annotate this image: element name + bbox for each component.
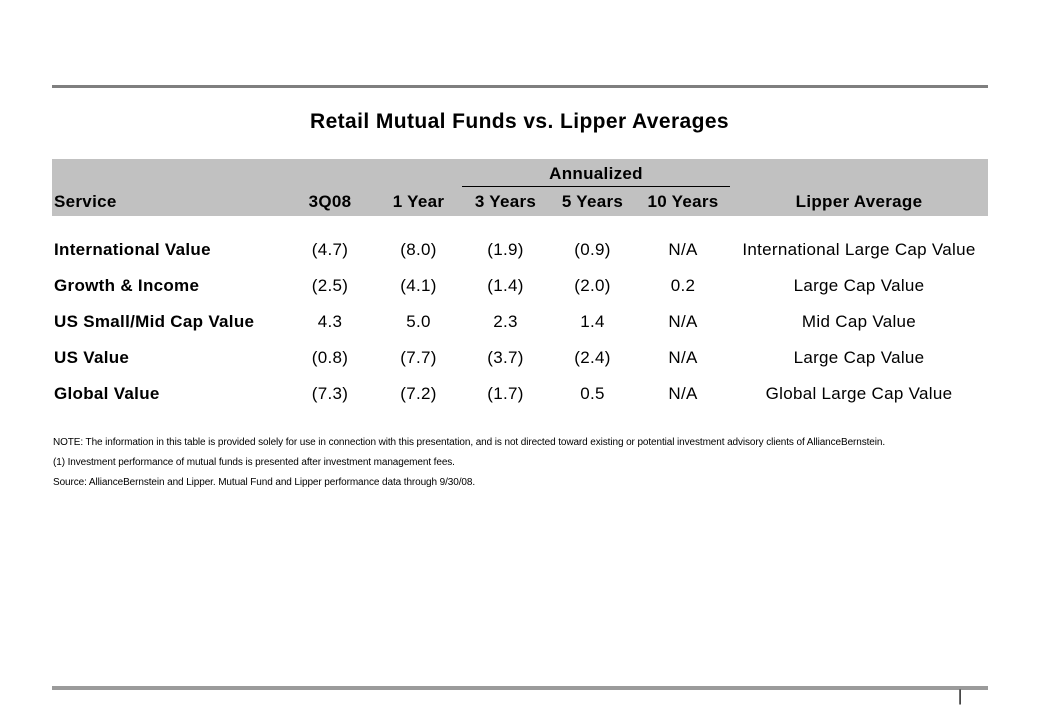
column-header-5-years: 5 Years bbox=[561, 191, 624, 211]
value-3-years: (3.7) bbox=[487, 348, 524, 367]
bottom-divider-rule bbox=[52, 686, 988, 690]
table-header-band: Annualized Service 3Q08 1 Year 3 Years 5… bbox=[52, 159, 988, 216]
table-row: Growth & Income (2.5) (4.1) (1.4) (2.0) … bbox=[52, 268, 988, 304]
value-3q08: (4.7) bbox=[311, 240, 349, 259]
footnote-source: Source: AllianceBernstein and Lipper. Mu… bbox=[53, 477, 475, 488]
value-5-years: 0.5 bbox=[580, 384, 605, 403]
value-3-years: (1.4) bbox=[487, 276, 524, 295]
slide-title: Retail Mutual Funds vs. Lipper Averages bbox=[310, 110, 729, 133]
table-row: Global Value (7.3) (7.2) (1.7) 0.5 N/A G… bbox=[52, 376, 988, 412]
lipper-average-label: Large Cap Value bbox=[793, 276, 925, 295]
value-3q08: 4.3 bbox=[317, 312, 343, 331]
column-header-1-year: 1 Year bbox=[392, 191, 445, 211]
value-10-years: N/A bbox=[668, 384, 698, 403]
value-5-years: (0.9) bbox=[574, 240, 611, 259]
lipper-average-label: Large Cap Value bbox=[793, 348, 925, 367]
service-label: US Value bbox=[54, 348, 130, 367]
table-row: US Small/Mid Cap Value 4.3 5.0 2.3 1.4 N… bbox=[52, 304, 988, 340]
value-10-years: N/A bbox=[668, 240, 698, 259]
top-divider-rule bbox=[52, 85, 988, 88]
footnote-1: (1) Investment performance of mutual fun… bbox=[53, 457, 455, 468]
value-3-years: (1.7) bbox=[487, 384, 524, 403]
lipper-average-label: Mid Cap Value bbox=[801, 312, 917, 331]
column-header-lipper-average: Lipper Average bbox=[795, 191, 923, 211]
value-1-year: (7.7) bbox=[400, 348, 437, 367]
column-header-3q08: 3Q08 bbox=[308, 191, 352, 211]
value-5-years: (2.0) bbox=[574, 276, 611, 295]
footnotes: NOTE: The information in this table is p… bbox=[53, 437, 885, 497]
value-1-year: 5.0 bbox=[406, 312, 431, 331]
value-1-year: (8.0) bbox=[400, 240, 437, 259]
value-3-years: 2.3 bbox=[493, 312, 518, 331]
column-header-10-years: 10 Years bbox=[647, 191, 719, 211]
column-header-service: Service bbox=[54, 191, 117, 211]
value-10-years: 0.2 bbox=[670, 276, 696, 295]
footnote-note: NOTE: The information in this table is p… bbox=[53, 437, 886, 448]
lipper-average-label: Global Large Cap Value bbox=[765, 384, 953, 403]
service-label: Global Value bbox=[54, 384, 160, 403]
column-header-3-years: 3 Years bbox=[474, 191, 537, 211]
value-5-years: (2.4) bbox=[574, 348, 611, 367]
value-3q08: (2.5) bbox=[311, 276, 349, 295]
value-3-years: (1.9) bbox=[487, 240, 524, 259]
value-3q08: (0.8) bbox=[311, 348, 349, 367]
service-label: International Value bbox=[54, 240, 211, 259]
value-3q08: (7.3) bbox=[311, 384, 349, 403]
service-label: Growth & Income bbox=[54, 276, 200, 295]
value-1-year: (4.1) bbox=[400, 276, 437, 295]
lipper-average-label: International Large Cap Value bbox=[742, 240, 976, 259]
value-10-years: N/A bbox=[668, 348, 698, 367]
value-1-year: (7.2) bbox=[400, 384, 437, 403]
value-5-years: 1.4 bbox=[580, 312, 605, 331]
value-10-years: N/A bbox=[668, 312, 698, 331]
table-body: International Value (4.7) (8.0) (1.9) (0… bbox=[52, 216, 988, 412]
table-row: US Value (0.8) (7.7) (3.7) (2.4) N/A Lar… bbox=[52, 340, 988, 376]
table-row: International Value (4.7) (8.0) (1.9) (0… bbox=[52, 232, 988, 268]
page-number-marker: | bbox=[958, 688, 963, 705]
service-label: US Small/Mid Cap Value bbox=[54, 312, 255, 331]
annualized-group-header: Annualized bbox=[462, 159, 730, 187]
